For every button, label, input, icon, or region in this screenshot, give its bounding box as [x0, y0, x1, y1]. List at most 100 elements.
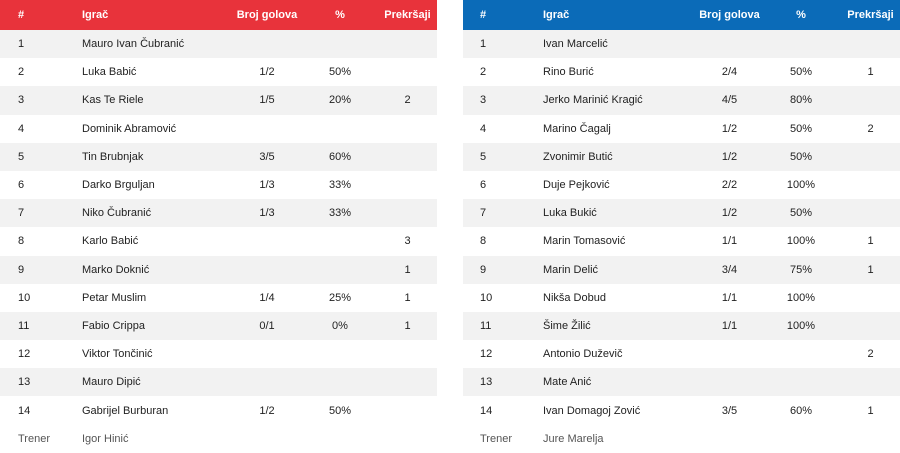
header-goals: Broj golova: [699, 9, 760, 21]
away-coach-row: Trener Jure Marelja: [463, 425, 900, 453]
player-row: 11 Fabio Crippa 0/1 0% 1: [0, 311, 437, 341]
player-pct: 0%: [332, 319, 348, 332]
player-name: Marko Doknić: [82, 263, 150, 276]
player-goals: 1/3: [259, 207, 275, 220]
player-pct: 80%: [789, 94, 813, 107]
player-row: 9 Marin Delić 3/4 75% 1: [463, 255, 900, 284]
player-row: 6 Duje Pejković 2/2 100%: [463, 171, 900, 199]
player-pct: 33%: [328, 207, 352, 220]
player-goals: 4/5: [721, 94, 738, 107]
player-fouls: 2: [867, 348, 874, 361]
player-row: 10 Nikša Dobud 1/1 100%: [463, 284, 900, 312]
player-pct: 60%: [789, 404, 813, 417]
player-row: 4 Marino Čagalj 1/2 50% 2: [463, 115, 900, 143]
player-goals: 1/1: [721, 235, 738, 248]
player-goals: 1/2: [721, 207, 738, 220]
header-fouls: Prekršaji: [384, 9, 431, 21]
player-goals: 3/5: [259, 150, 275, 163]
player-number: 10: [18, 291, 31, 304]
player-goals: 0/1: [259, 319, 275, 332]
player-pct: 50%: [328, 66, 352, 79]
player-number: 8: [18, 235, 25, 248]
player-number: 10: [480, 291, 493, 304]
player-goals: 3/4: [721, 263, 738, 276]
player-name: Niko Čubranić: [82, 207, 152, 220]
player-pct: 25%: [328, 291, 352, 304]
player-goals: 1/3: [259, 179, 275, 192]
player-row: 7 Niko Čubranić 1/3 33%: [0, 199, 437, 228]
player-goals: 1/2: [259, 404, 275, 417]
player-fouls: 1: [867, 404, 874, 417]
player-goals: 1/2: [721, 150, 738, 163]
home-table-header: # Igrač Broj golova % Prekršaji: [0, 0, 437, 30]
player-pct: 50%: [789, 150, 813, 163]
player-number: 2: [480, 66, 487, 79]
player-number: 5: [480, 150, 487, 163]
player-fouls: 1: [867, 263, 874, 276]
player-row: 5 Zvonimir Butić 1/2 50%: [463, 142, 900, 171]
header-fouls: Prekršaji: [847, 9, 894, 21]
player-pct: 100%: [786, 291, 816, 304]
player-number: 14: [480, 404, 493, 417]
player-name: Luka Bukić: [543, 207, 597, 220]
player-row: 3 Jerko Marinić Kragić 4/5 80%: [463, 86, 900, 115]
header-pct: %: [796, 9, 806, 21]
player-number: 13: [18, 376, 31, 389]
header-pct: %: [335, 9, 345, 21]
player-row: 10 Petar Muslim 1/4 25% 1: [0, 284, 437, 312]
player-name: Ivan Domagoj Zović: [543, 404, 641, 417]
player-name: Marin Delić: [543, 263, 599, 276]
player-name: Šime Žilić: [543, 319, 591, 332]
player-fouls: 2: [867, 122, 874, 135]
player-row: 13 Mate Anić: [463, 368, 900, 397]
player-pct: 20%: [328, 94, 352, 107]
player-row: 8 Marin Tomasović 1/1 100% 1: [463, 227, 900, 255]
player-name: Viktor Tončinić: [82, 348, 153, 361]
coach-label: Trener: [480, 432, 512, 445]
player-number: 14: [18, 404, 31, 417]
player-row: 13 Mauro Dipić: [0, 368, 437, 397]
player-row: 7 Luka Bukić 1/2 50%: [463, 199, 900, 228]
player-row: 6 Darko Brguljan 1/3 33%: [0, 171, 437, 199]
player-pct: 33%: [328, 179, 352, 192]
player-number: 5: [18, 150, 25, 163]
away-table-header: # Igrač Broj golova % Prekršaji: [463, 0, 900, 30]
player-pct: 100%: [786, 319, 816, 332]
player-name: Zvonimir Butić: [543, 150, 613, 163]
coach-name: Jure Marelja: [543, 432, 604, 445]
player-fouls: 1: [404, 263, 411, 276]
player-number: 4: [18, 122, 25, 135]
player-number: 3: [18, 94, 25, 107]
player-number: 9: [18, 263, 25, 276]
player-name: Gabrijel Burburan: [82, 404, 169, 417]
player-goals: 1/5: [259, 94, 275, 107]
header-num: #: [480, 9, 487, 21]
player-name: Marin Tomasović: [543, 235, 626, 248]
header-player: Igrač: [82, 9, 109, 21]
player-fouls: 1: [867, 235, 874, 248]
header-player: Igrač: [543, 9, 570, 21]
player-number: 4: [480, 122, 487, 135]
player-row: 5 Tin Brubnjak 3/5 60%: [0, 142, 437, 171]
player-row: 12 Viktor Tončinić: [0, 340, 437, 368]
player-name: Mauro Ivan Čubranić: [82, 38, 185, 51]
player-number: 7: [480, 207, 487, 220]
player-pct: 50%: [789, 207, 813, 220]
player-name: Darko Brguljan: [82, 179, 155, 192]
player-name: Mauro Dipić: [82, 376, 141, 389]
player-name: Jerko Marinić Kragić: [543, 94, 643, 107]
player-number: 2: [18, 66, 25, 79]
player-goals: 1/1: [721, 291, 738, 304]
player-name: Dominik Abramović: [82, 122, 177, 135]
player-fouls: 1: [404, 291, 411, 304]
player-name: Karlo Babić: [82, 235, 139, 248]
player-name: Fabio Crippa: [82, 319, 145, 332]
player-pct: 60%: [328, 150, 352, 163]
player-row: 4 Dominik Abramović: [0, 115, 437, 143]
player-row: 8 Karlo Babić 3: [0, 227, 437, 255]
player-row: 12 Antonio Duževič 2: [463, 340, 900, 368]
player-name: Ivan Marcelić: [543, 38, 608, 51]
player-number: 1: [18, 38, 25, 51]
player-goals: 1/2: [721, 122, 738, 135]
player-pct: 100%: [786, 179, 816, 192]
